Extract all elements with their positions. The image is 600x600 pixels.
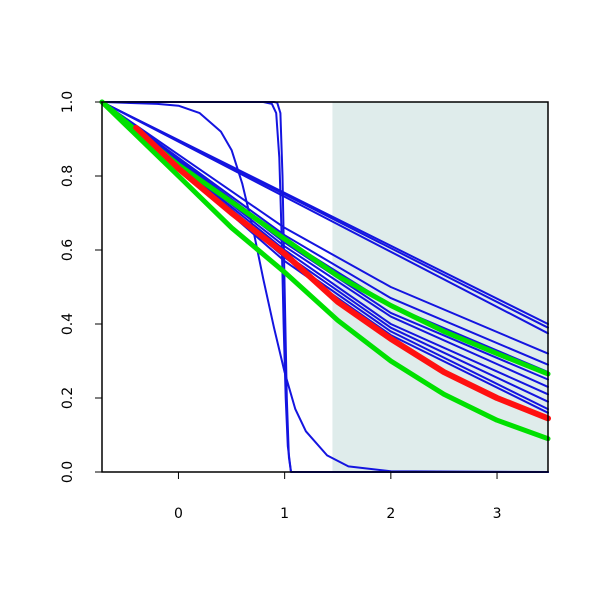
x-tick-label: 1 bbox=[280, 506, 289, 522]
y-tick-label: 0.0 bbox=[60, 461, 76, 483]
y-tick-label: 0.8 bbox=[60, 165, 76, 187]
y-axis: 0.0 0.2 0.4 0.6 0.8 1.0 bbox=[60, 91, 102, 483]
x-axis: 0 1 2 3 bbox=[174, 472, 501, 522]
plot-frame bbox=[101, 101, 549, 473]
series-layer bbox=[99, 99, 551, 473]
x-tick-label: 0 bbox=[174, 506, 183, 522]
x-tick-label: 3 bbox=[493, 506, 502, 522]
y-tick-label: 0.4 bbox=[60, 313, 76, 335]
series-line-17 bbox=[133, 124, 551, 422]
series-line-7 bbox=[101, 101, 549, 355]
series-line-18 bbox=[99, 99, 551, 442]
series-line-3 bbox=[101, 101, 549, 473]
series-line-2 bbox=[101, 101, 549, 473]
series-line-8 bbox=[101, 101, 549, 366]
series-line-9 bbox=[101, 101, 549, 374]
series-line-6 bbox=[101, 101, 549, 335]
y-tick-label: 0.6 bbox=[60, 239, 76, 261]
y-tick-label: 1.0 bbox=[60, 91, 76, 113]
shaded-region bbox=[332, 102, 548, 472]
x-tick-label: 2 bbox=[386, 506, 395, 522]
y-tick-label: 0.2 bbox=[60, 387, 76, 409]
